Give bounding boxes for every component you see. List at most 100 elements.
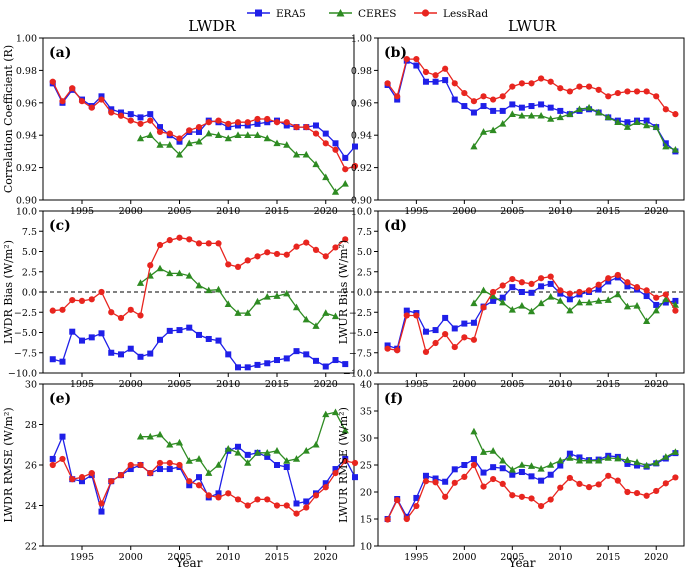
series-line-era5 bbox=[52, 434, 356, 514]
data-point-lessrad bbox=[461, 334, 468, 341]
data-point-lessrad bbox=[244, 257, 251, 264]
data-point-ceres bbox=[479, 286, 488, 294]
series-lessrad bbox=[49, 455, 359, 517]
data-point-era5 bbox=[557, 107, 564, 114]
data-point-ceres bbox=[302, 447, 310, 454]
data-point-era5 bbox=[264, 453, 271, 460]
data-point-lessrad bbox=[394, 347, 401, 354]
data-point-ceres bbox=[623, 302, 632, 310]
x-axis-title-left: Year bbox=[175, 556, 203, 570]
data-point-ceres bbox=[185, 457, 193, 464]
data-point-lessrad bbox=[490, 96, 497, 103]
y-tick-label: 24 bbox=[25, 501, 37, 512]
x-tick-label: 2005 bbox=[167, 552, 191, 563]
data-point-era5 bbox=[422, 78, 429, 85]
data-point-era5 bbox=[643, 117, 650, 124]
data-point-ceres bbox=[614, 290, 622, 298]
data-point-lessrad bbox=[49, 461, 56, 469]
data-point-era5 bbox=[283, 355, 290, 362]
data-point-lessrad bbox=[205, 492, 212, 499]
data-point-lessrad bbox=[537, 75, 545, 82]
data-point-era5 bbox=[499, 465, 506, 472]
data-point-era5 bbox=[98, 508, 105, 515]
data-point-lessrad bbox=[643, 88, 650, 95]
data-point-ceres bbox=[146, 131, 154, 138]
data-point-lessrad bbox=[653, 93, 660, 100]
legend-label-lessrad: LessRad bbox=[443, 8, 488, 20]
y-tick-label: 7.5 bbox=[22, 227, 37, 238]
data-point-ceres bbox=[273, 292, 281, 299]
plot-frame bbox=[42, 383, 355, 547]
data-point-ceres bbox=[643, 317, 651, 324]
data-point-era5 bbox=[244, 451, 251, 458]
data-point-era5 bbox=[118, 109, 124, 116]
data-point-ceres bbox=[566, 110, 574, 117]
data-point-lessrad bbox=[244, 502, 251, 509]
data-point-ceres bbox=[312, 440, 320, 448]
data-point-ceres bbox=[623, 456, 632, 463]
data-point-era5 bbox=[186, 482, 193, 489]
data-point-lessrad bbox=[432, 72, 439, 79]
data-point-era5 bbox=[196, 331, 202, 338]
data-point-ceres bbox=[292, 455, 301, 462]
data-point-ceres bbox=[537, 299, 545, 307]
data-point-ceres bbox=[652, 306, 660, 314]
data-point-ceres bbox=[234, 449, 242, 456]
data-point-lessrad bbox=[384, 345, 391, 352]
data-point-ceres bbox=[556, 113, 564, 121]
data-point-era5 bbox=[605, 278, 612, 285]
data-point-ceres bbox=[566, 306, 574, 314]
data-point-era5 bbox=[254, 361, 261, 368]
data-point-lessrad bbox=[576, 480, 583, 487]
series-ceres bbox=[470, 427, 680, 473]
data-point-lessrad bbox=[215, 494, 222, 501]
data-point-ceres bbox=[566, 454, 574, 461]
y-tick-label: 5.0 bbox=[357, 247, 372, 258]
data-point-lessrad bbox=[633, 88, 641, 95]
data-point-lessrad bbox=[283, 251, 290, 258]
y-tick-label: 40 bbox=[360, 380, 372, 391]
y-tick-label: 0.98 bbox=[351, 66, 372, 77]
data-point-era5 bbox=[451, 96, 458, 103]
data-point-ceres bbox=[527, 307, 536, 315]
data-point-era5 bbox=[303, 351, 310, 358]
data-point-lessrad bbox=[98, 96, 105, 103]
data-point-lessrad bbox=[342, 166, 349, 173]
data-point-era5 bbox=[254, 120, 261, 127]
data-point-lessrad bbox=[643, 492, 650, 499]
data-point-ceres bbox=[575, 105, 584, 113]
data-point-ceres bbox=[224, 445, 232, 452]
data-point-lessrad bbox=[499, 93, 506, 100]
data-point-lessrad bbox=[98, 500, 105, 507]
data-point-era5 bbox=[461, 462, 468, 468]
data-point-ceres bbox=[518, 461, 526, 468]
panel-label: (b) bbox=[384, 45, 407, 61]
y-axis-label: LWDR RMSE (W/m²) bbox=[2, 407, 15, 522]
data-point-ceres bbox=[614, 118, 622, 126]
data-point-era5 bbox=[49, 356, 56, 363]
data-point-era5 bbox=[264, 119, 271, 126]
data-point-lessrad bbox=[156, 241, 164, 249]
data-point-era5 bbox=[235, 122, 241, 129]
data-point-ceres bbox=[263, 134, 271, 142]
data-point-ceres bbox=[166, 269, 174, 277]
plot-frame bbox=[42, 37, 355, 201]
data-point-lessrad bbox=[528, 280, 535, 287]
data-point-lessrad bbox=[69, 476, 76, 483]
data-point-era5 bbox=[624, 119, 631, 126]
series-ceres bbox=[136, 408, 349, 476]
data-point-ceres bbox=[633, 458, 641, 466]
data-point-era5 bbox=[480, 103, 487, 110]
data-point-era5 bbox=[196, 128, 202, 135]
data-point-ceres bbox=[585, 456, 593, 464]
data-point-era5 bbox=[79, 478, 85, 485]
data-point-era5 bbox=[490, 464, 497, 471]
data-point-lessrad bbox=[662, 291, 669, 298]
data-point-era5 bbox=[566, 450, 573, 457]
series-era5 bbox=[49, 80, 358, 161]
data-point-lessrad bbox=[303, 124, 310, 131]
data-point-lessrad bbox=[585, 484, 593, 491]
data-point-ceres bbox=[185, 139, 193, 147]
